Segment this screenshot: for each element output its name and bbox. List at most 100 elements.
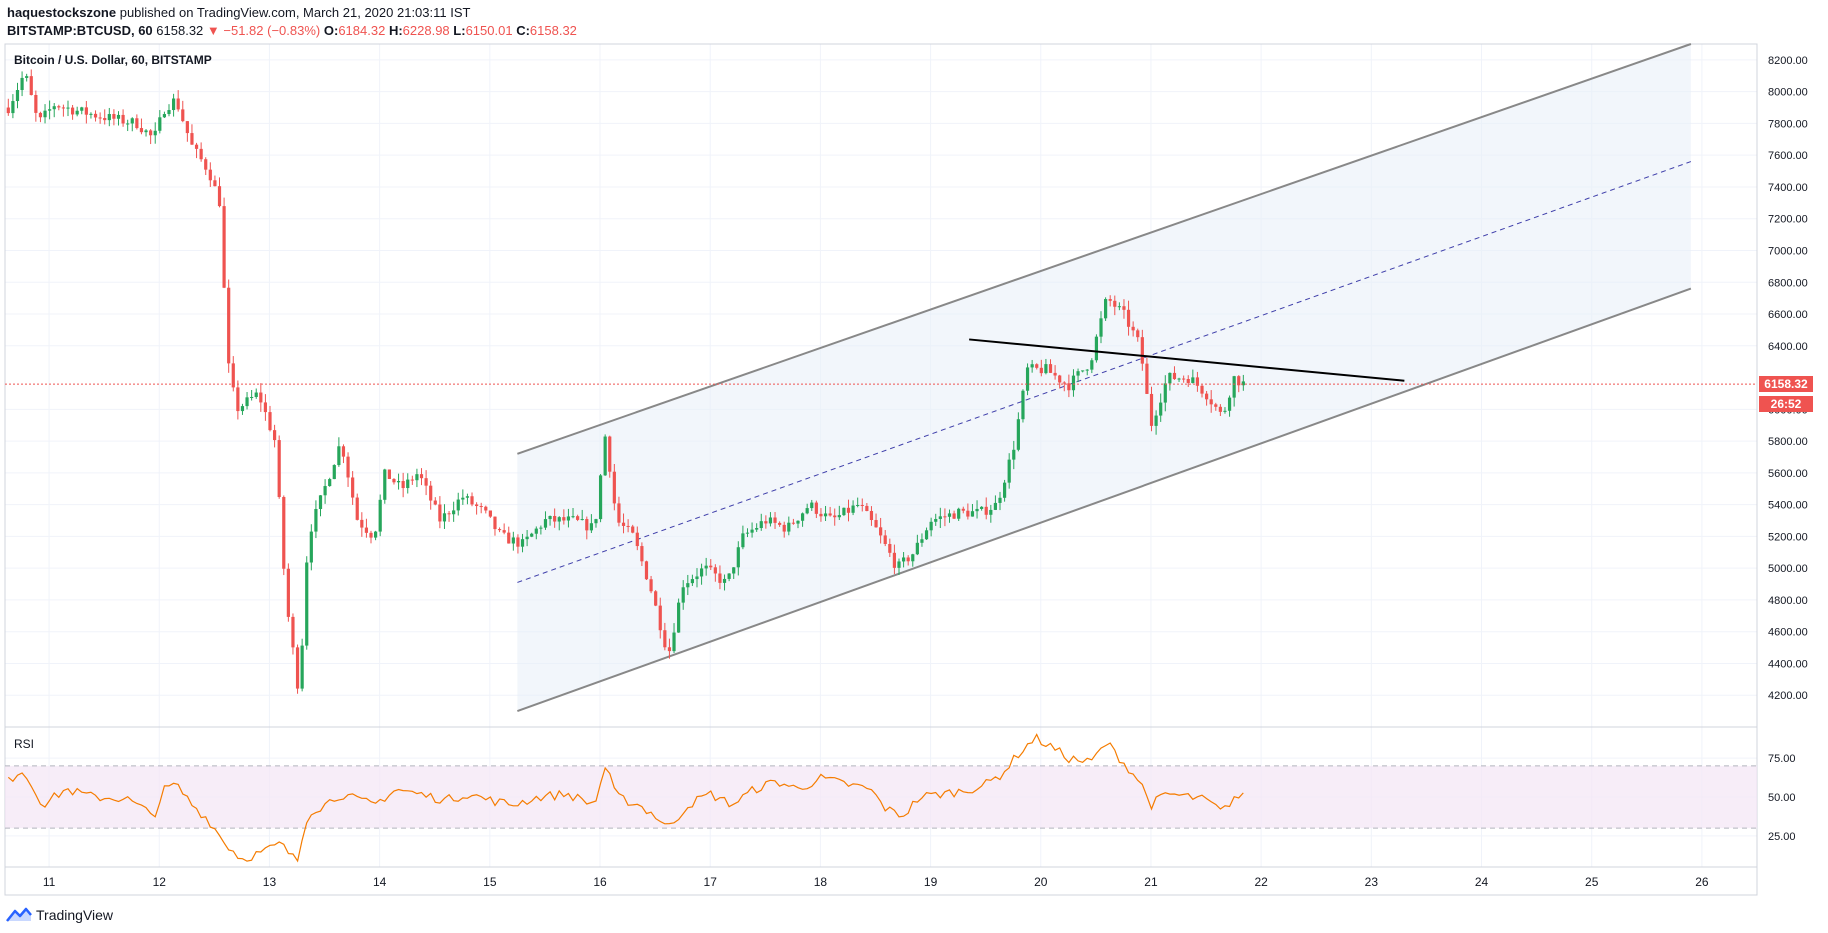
candle-body bbox=[15, 90, 20, 102]
candle-body bbox=[1117, 306, 1121, 308]
candle-body bbox=[1085, 369, 1089, 371]
candle-body bbox=[488, 510, 492, 517]
candle-body bbox=[98, 117, 102, 119]
candle-body bbox=[153, 130, 157, 136]
published-text: published on TradingView.com, March 21, … bbox=[119, 5, 471, 20]
candle-body bbox=[25, 76, 29, 78]
price-tick-label: 4800.00 bbox=[1768, 595, 1808, 607]
candle-body bbox=[116, 114, 121, 119]
candle-body bbox=[782, 524, 786, 532]
candle-body bbox=[1007, 459, 1011, 483]
candle-body bbox=[139, 128, 144, 133]
candle-body bbox=[585, 519, 589, 531]
candle-body bbox=[699, 568, 704, 577]
candle-body bbox=[736, 547, 740, 568]
candle-body bbox=[171, 98, 176, 111]
candle-body bbox=[791, 522, 795, 524]
time-tick-label: 13 bbox=[263, 875, 277, 889]
candle-body bbox=[130, 118, 134, 124]
candle-body bbox=[507, 532, 511, 544]
high-label: H: bbox=[388, 23, 403, 38]
candle-body bbox=[745, 532, 750, 534]
candle-body bbox=[842, 507, 846, 516]
candle-body bbox=[1172, 372, 1177, 380]
candle-body bbox=[975, 508, 979, 512]
publisher-name[interactable]: haquestockszone bbox=[7, 5, 117, 20]
price-tick-label: 5000.00 bbox=[1768, 563, 1808, 575]
candle-body bbox=[1200, 385, 1204, 394]
candle-body bbox=[856, 504, 860, 506]
price-axis-ticks: 8200.00 8000.00 7800.00 7600.00 7400.00 7200.… bbox=[1768, 55, 1808, 702]
candle-body bbox=[690, 579, 694, 584]
candle-body bbox=[1076, 371, 1080, 376]
candle-body bbox=[48, 109, 52, 111]
candle-body bbox=[617, 503, 621, 523]
candle-body bbox=[511, 537, 515, 544]
candle-body bbox=[11, 101, 15, 114]
candle-body bbox=[576, 516, 580, 520]
candle-body bbox=[901, 557, 906, 562]
candle-body bbox=[934, 518, 938, 522]
candle-body bbox=[1058, 375, 1062, 383]
candle-body bbox=[759, 521, 763, 529]
price-tick-label: 5600.00 bbox=[1768, 468, 1808, 480]
candle-body bbox=[1113, 300, 1117, 307]
candle-body bbox=[860, 504, 864, 506]
candle-body bbox=[396, 481, 401, 483]
candle-body bbox=[1039, 367, 1043, 374]
candle-body bbox=[1145, 363, 1149, 394]
tradingview-logo-icon[interactable] bbox=[6, 907, 32, 923]
rsi-axis-ticks: 75.00 50.00 25.00 bbox=[1768, 753, 1796, 843]
candle-body bbox=[493, 516, 497, 530]
candle-body bbox=[970, 511, 975, 517]
low-value: 6150.01 bbox=[465, 23, 513, 38]
candle-body bbox=[1067, 383, 1071, 391]
candle-body bbox=[401, 481, 405, 489]
rsi-pane-title: RSI bbox=[14, 737, 34, 751]
candle-body bbox=[644, 561, 649, 580]
candle-body bbox=[947, 513, 952, 517]
rsi-tick-label: 75.00 bbox=[1768, 753, 1796, 765]
high-value: 6228.98 bbox=[402, 23, 450, 38]
footer-brand[interactable]: TradingView bbox=[36, 907, 114, 923]
candle-body bbox=[1071, 375, 1076, 391]
candle-body bbox=[534, 528, 538, 534]
candle-body bbox=[162, 114, 167, 118]
candle-body bbox=[43, 110, 47, 118]
candle-body bbox=[355, 497, 359, 520]
candle-body bbox=[387, 469, 391, 479]
candle-body bbox=[874, 520, 878, 528]
candle-body bbox=[828, 513, 832, 516]
time-tick-label: 14 bbox=[373, 875, 387, 889]
candle-body bbox=[823, 513, 828, 517]
candle-body bbox=[6, 107, 10, 114]
candle-body bbox=[470, 496, 474, 505]
candle-body bbox=[158, 117, 162, 131]
price-tick-label: 4600.00 bbox=[1768, 627, 1808, 639]
candle-body bbox=[419, 474, 424, 479]
candle-body bbox=[865, 505, 869, 511]
candle-body bbox=[461, 497, 465, 500]
candle-body bbox=[686, 583, 690, 588]
candle-body bbox=[640, 546, 644, 562]
time-tick-label: 22 bbox=[1254, 875, 1268, 889]
time-tick-label: 25 bbox=[1585, 875, 1599, 889]
channel-fill bbox=[517, 44, 1691, 712]
candle-body bbox=[819, 513, 823, 517]
candle-body bbox=[314, 509, 318, 532]
candle-body bbox=[1108, 299, 1112, 301]
candle-body bbox=[57, 106, 61, 108]
price-tick-label: 5800.00 bbox=[1768, 436, 1808, 448]
candle-body bbox=[1053, 372, 1057, 376]
candle-body bbox=[704, 565, 708, 569]
time-tick-label: 26 bbox=[1695, 875, 1709, 889]
candle-body bbox=[135, 118, 139, 129]
candle-body bbox=[677, 602, 681, 633]
time-tick-label: 21 bbox=[1144, 875, 1158, 889]
chart-header: haquestockszone published on TradingView… bbox=[0, 0, 1828, 44]
price-tick-label: 4200.00 bbox=[1768, 690, 1808, 702]
candle-body bbox=[603, 436, 607, 476]
candle-body bbox=[594, 519, 598, 524]
candle-body bbox=[442, 513, 447, 522]
